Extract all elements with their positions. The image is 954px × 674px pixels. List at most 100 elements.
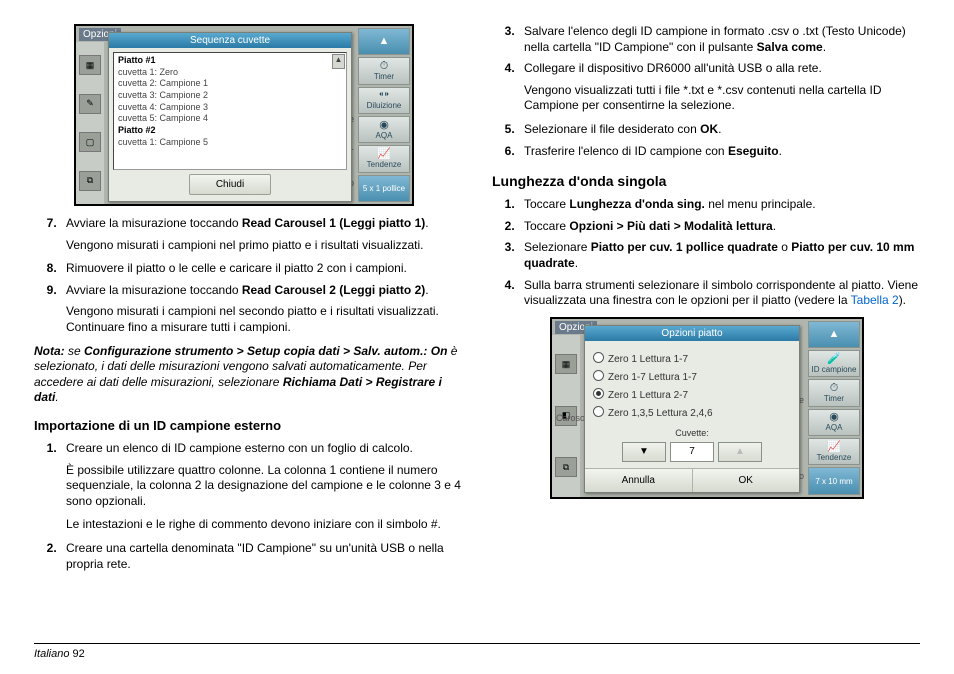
import-list: Salvare l'elenco degli ID campione in fo… [492,24,920,77]
list-item: cuvetta 1: Zero [118,67,178,77]
import-note-b: Le intestazioni e le righe di commento d… [66,517,462,533]
timer-icon: ⏱ [830,383,839,394]
dilution-button[interactable]: ⁌⁍Diluizione [358,87,410,114]
nav-up-button[interactable]: ▲ [358,28,410,55]
step-9-note: Vengono misurati i campioni nel secondo … [66,304,462,335]
trends-button[interactable]: 📈Tendenze [358,145,410,172]
tool-icon[interactable]: ⧉ [555,457,577,477]
import-step-4: Collegare il dispositivo DR6000 all'unit… [518,61,920,77]
btn-label: ID campione [812,365,857,374]
scroll-up[interactable]: ▲ [332,54,345,69]
chevron-up-icon: ▲ [379,36,390,47]
radio-option[interactable]: Zero 1 Lettura 2-7 [593,388,791,401]
step-7-note: Vengono misurati i campioni nel primo pi… [66,238,462,254]
radio-group: Zero 1 Lettura 1-7 Zero 1-7 Lettura 1-7 … [585,341,799,426]
aqa-icon: ◉ [829,412,839,423]
cuvette-spinner: ▼ 7 ▲ [585,442,799,462]
aqa-icon: ◉ [379,120,389,131]
btn-label: Timer [374,72,394,81]
dialog-title: Sequenza cuvette [109,33,351,48]
tool-icon[interactable]: ▦ [79,55,101,75]
import-step-3: Salvare l'elenco degli ID campione in fo… [518,24,920,55]
trends-button[interactable]: 📈Tendenze [808,438,860,465]
page-columns: Opzioni ▦ ✎ ▢ ⧉ te ettang. nto ▲ ⏱Timer … [34,24,920,632]
radio-option[interactable]: Zero 1-7 Lettura 1-7 [593,370,791,383]
spin-down[interactable]: ▼ [622,442,666,462]
list-item: cuvetta 3: Campione 2 [118,90,208,100]
timer-button[interactable]: ⏱Timer [358,57,410,84]
radio-icon [593,406,604,417]
wave-step-3: Selezionare Piatto per cuv. 1 pollice qu… [518,240,920,271]
dialog-buttons: Annulla OK [585,468,799,492]
tool-icon[interactable]: ▢ [79,132,101,152]
spin-value: 7 [670,442,714,462]
tool-icon[interactable]: ✎ [79,94,101,114]
screenshot-cuvette-sequence: Opzioni ▦ ✎ ▢ ⧉ te ettang. nto ▲ ⏱Timer … [74,24,414,206]
ok-button[interactable]: OK [693,469,800,492]
step-9: Avviare la misurazione toccando Read Car… [60,283,462,299]
cuvette-label: Cuvette: [585,428,799,438]
import-list: Creare un elenco di ID campione esterno … [34,441,462,457]
radio-icon [593,352,604,363]
heading-import: Importazione di un ID campione esterno [34,418,462,433]
sampleid-button[interactable]: 🧪ID campione [808,350,860,377]
cuvette-dialog: Sequenza cuvette ▲ Piatto #1 cuvetta 1: … [108,32,352,202]
left-toolbar: ▦ ✎ ▢ ⧉ [76,42,104,204]
timer-icon: ⏱ [380,61,389,72]
list-item: cuvetta 1: Campione 5 [118,137,208,147]
radio-option[interactable]: Zero 1 Lettura 1-7 [593,352,791,365]
right-toolbar: ▲ ⏱Timer ⁌⁍Diluizione ◉AQA 📈Tendenze 5 x… [358,28,410,202]
page-footer: Italiano 92 [34,643,920,660]
import-step-1: Creare un elenco di ID campione esterno … [60,441,462,457]
btn-label: Tendenze [367,160,402,169]
wavelength-list: Toccare Lunghezza d'onda sing. nel menu … [492,197,920,309]
import-4-note: Vengono visualizzati tutti i file *.txt … [524,83,920,114]
cuvette-list[interactable]: ▲ Piatto #1 cuvetta 1: Zero cuvetta 2: C… [113,52,347,170]
import-step-2: Creare una cartella denominata "ID Campi… [60,541,462,572]
chevron-up-icon: ▲ [829,329,840,340]
import-step-5: Selezionare il file desiderato con OK. [518,122,920,138]
step-7: Avviare la misurazione toccando Read Car… [60,216,462,232]
left-column: Opzioni ▦ ✎ ▢ ⧉ te ettang. nto ▲ ⏱Timer … [34,24,462,632]
cancel-button[interactable]: Annulla [585,469,693,492]
step-list: Rimuovere il piatto o le celle e caricar… [34,261,462,298]
footer-page: 92 [73,648,85,660]
btn-label: 5 x 1 pollice [363,184,405,193]
btn-label: 7 x 10 mm [815,477,852,486]
radio-option[interactable]: Zero 1,3,5 Lettura 2,4,6 [593,406,791,419]
format-button[interactable]: 7 x 10 mm [808,467,860,494]
tool-icon[interactable]: ▦ [555,354,577,374]
aqa-button[interactable]: ◉AQA [808,409,860,436]
btn-label: Diluizione [367,101,402,110]
sampleid-icon: 🧪 [827,354,841,365]
trends-icon: 📈 [377,149,391,160]
list-item: cuvetta 2: Campione 1 [118,78,208,88]
spin-up[interactable]: ▲ [718,442,762,462]
aqa-button[interactable]: ◉AQA [358,116,410,143]
btn-label: Timer [824,394,844,403]
table-link[interactable]: Tabella 2 [851,293,899,307]
list-item: Piatto #2 [118,125,156,135]
list-item: Piatto #1 [118,55,156,65]
right-toolbar: ▲ 🧪ID campione ⏱Timer ◉AQA 📈Tendenze 7 x… [808,321,860,495]
import-list: Selezionare il file desiderato con OK. T… [492,122,920,159]
timer-button[interactable]: ⏱Timer [808,379,860,406]
dialog-title: Opzioni piatto [585,326,799,341]
format-button[interactable]: 5 x 1 pollice [358,175,410,202]
import-step-6: Trasferire l'elenco di ID campione con E… [518,144,920,160]
screenshot-plate-options: Opzioni ▦ ◧ ⧉ Caroso te nto ▲ 🧪ID campio… [550,317,864,499]
nav-up-button[interactable]: ▲ [808,321,860,348]
right-column: Salvare l'elenco degli ID campione in fo… [492,24,920,632]
bg-text: Caroso [556,413,585,423]
wave-step-2: Toccare Opzioni > Più dati > Modalità le… [518,219,920,235]
step-list: Avviare la misurazione toccando Read Car… [34,216,462,232]
note-block: Nota: se Configurazione strumento > Setu… [34,344,462,406]
import-list: Creare una cartella denominata "ID Campi… [34,541,462,572]
btn-label: Tendenze [817,453,852,462]
tool-icon[interactable]: ⧉ [79,171,101,191]
radio-icon [593,388,604,399]
close-button[interactable]: Chiudi [189,174,271,195]
plate-dialog: Opzioni piatto Zero 1 Lettura 1-7 Zero 1… [584,325,800,493]
dilution-icon: ⁌⁍ [379,90,390,101]
list-item: cuvetta 4: Campione 3 [118,102,208,112]
